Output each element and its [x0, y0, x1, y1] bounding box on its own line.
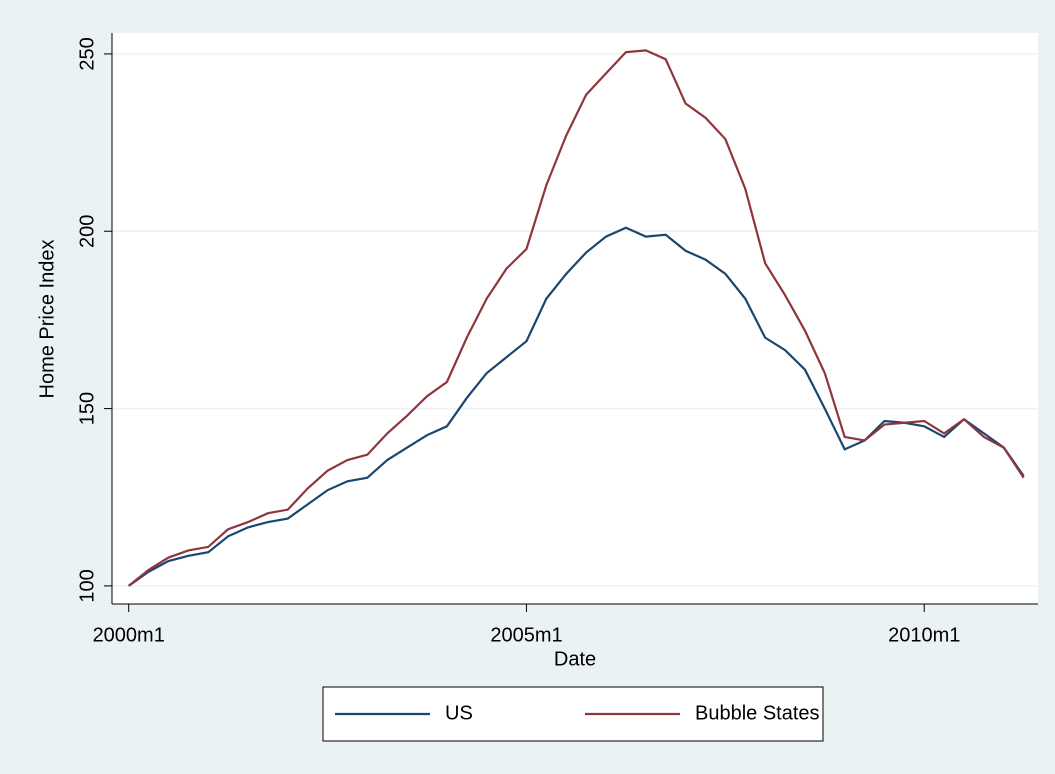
y-axis-title: Home Price Index	[36, 240, 58, 399]
x-tick-label: 2005m1	[490, 624, 562, 646]
y-tick-label: 150	[76, 392, 98, 425]
legend-label: Bubble States	[695, 702, 820, 724]
y-tick-label: 250	[76, 37, 98, 70]
x-tick-label: 2000m1	[93, 624, 165, 646]
y-tick-label: 100	[76, 569, 98, 602]
series-line	[128, 226, 1025, 587]
x-axis-title: Date	[554, 648, 596, 670]
series-line	[128, 49, 1025, 587]
legend-label: US	[445, 702, 473, 724]
plot-area	[112, 33, 1038, 604]
y-tick-label: 200	[76, 215, 98, 248]
x-tick-label: 2010m1	[888, 624, 960, 646]
